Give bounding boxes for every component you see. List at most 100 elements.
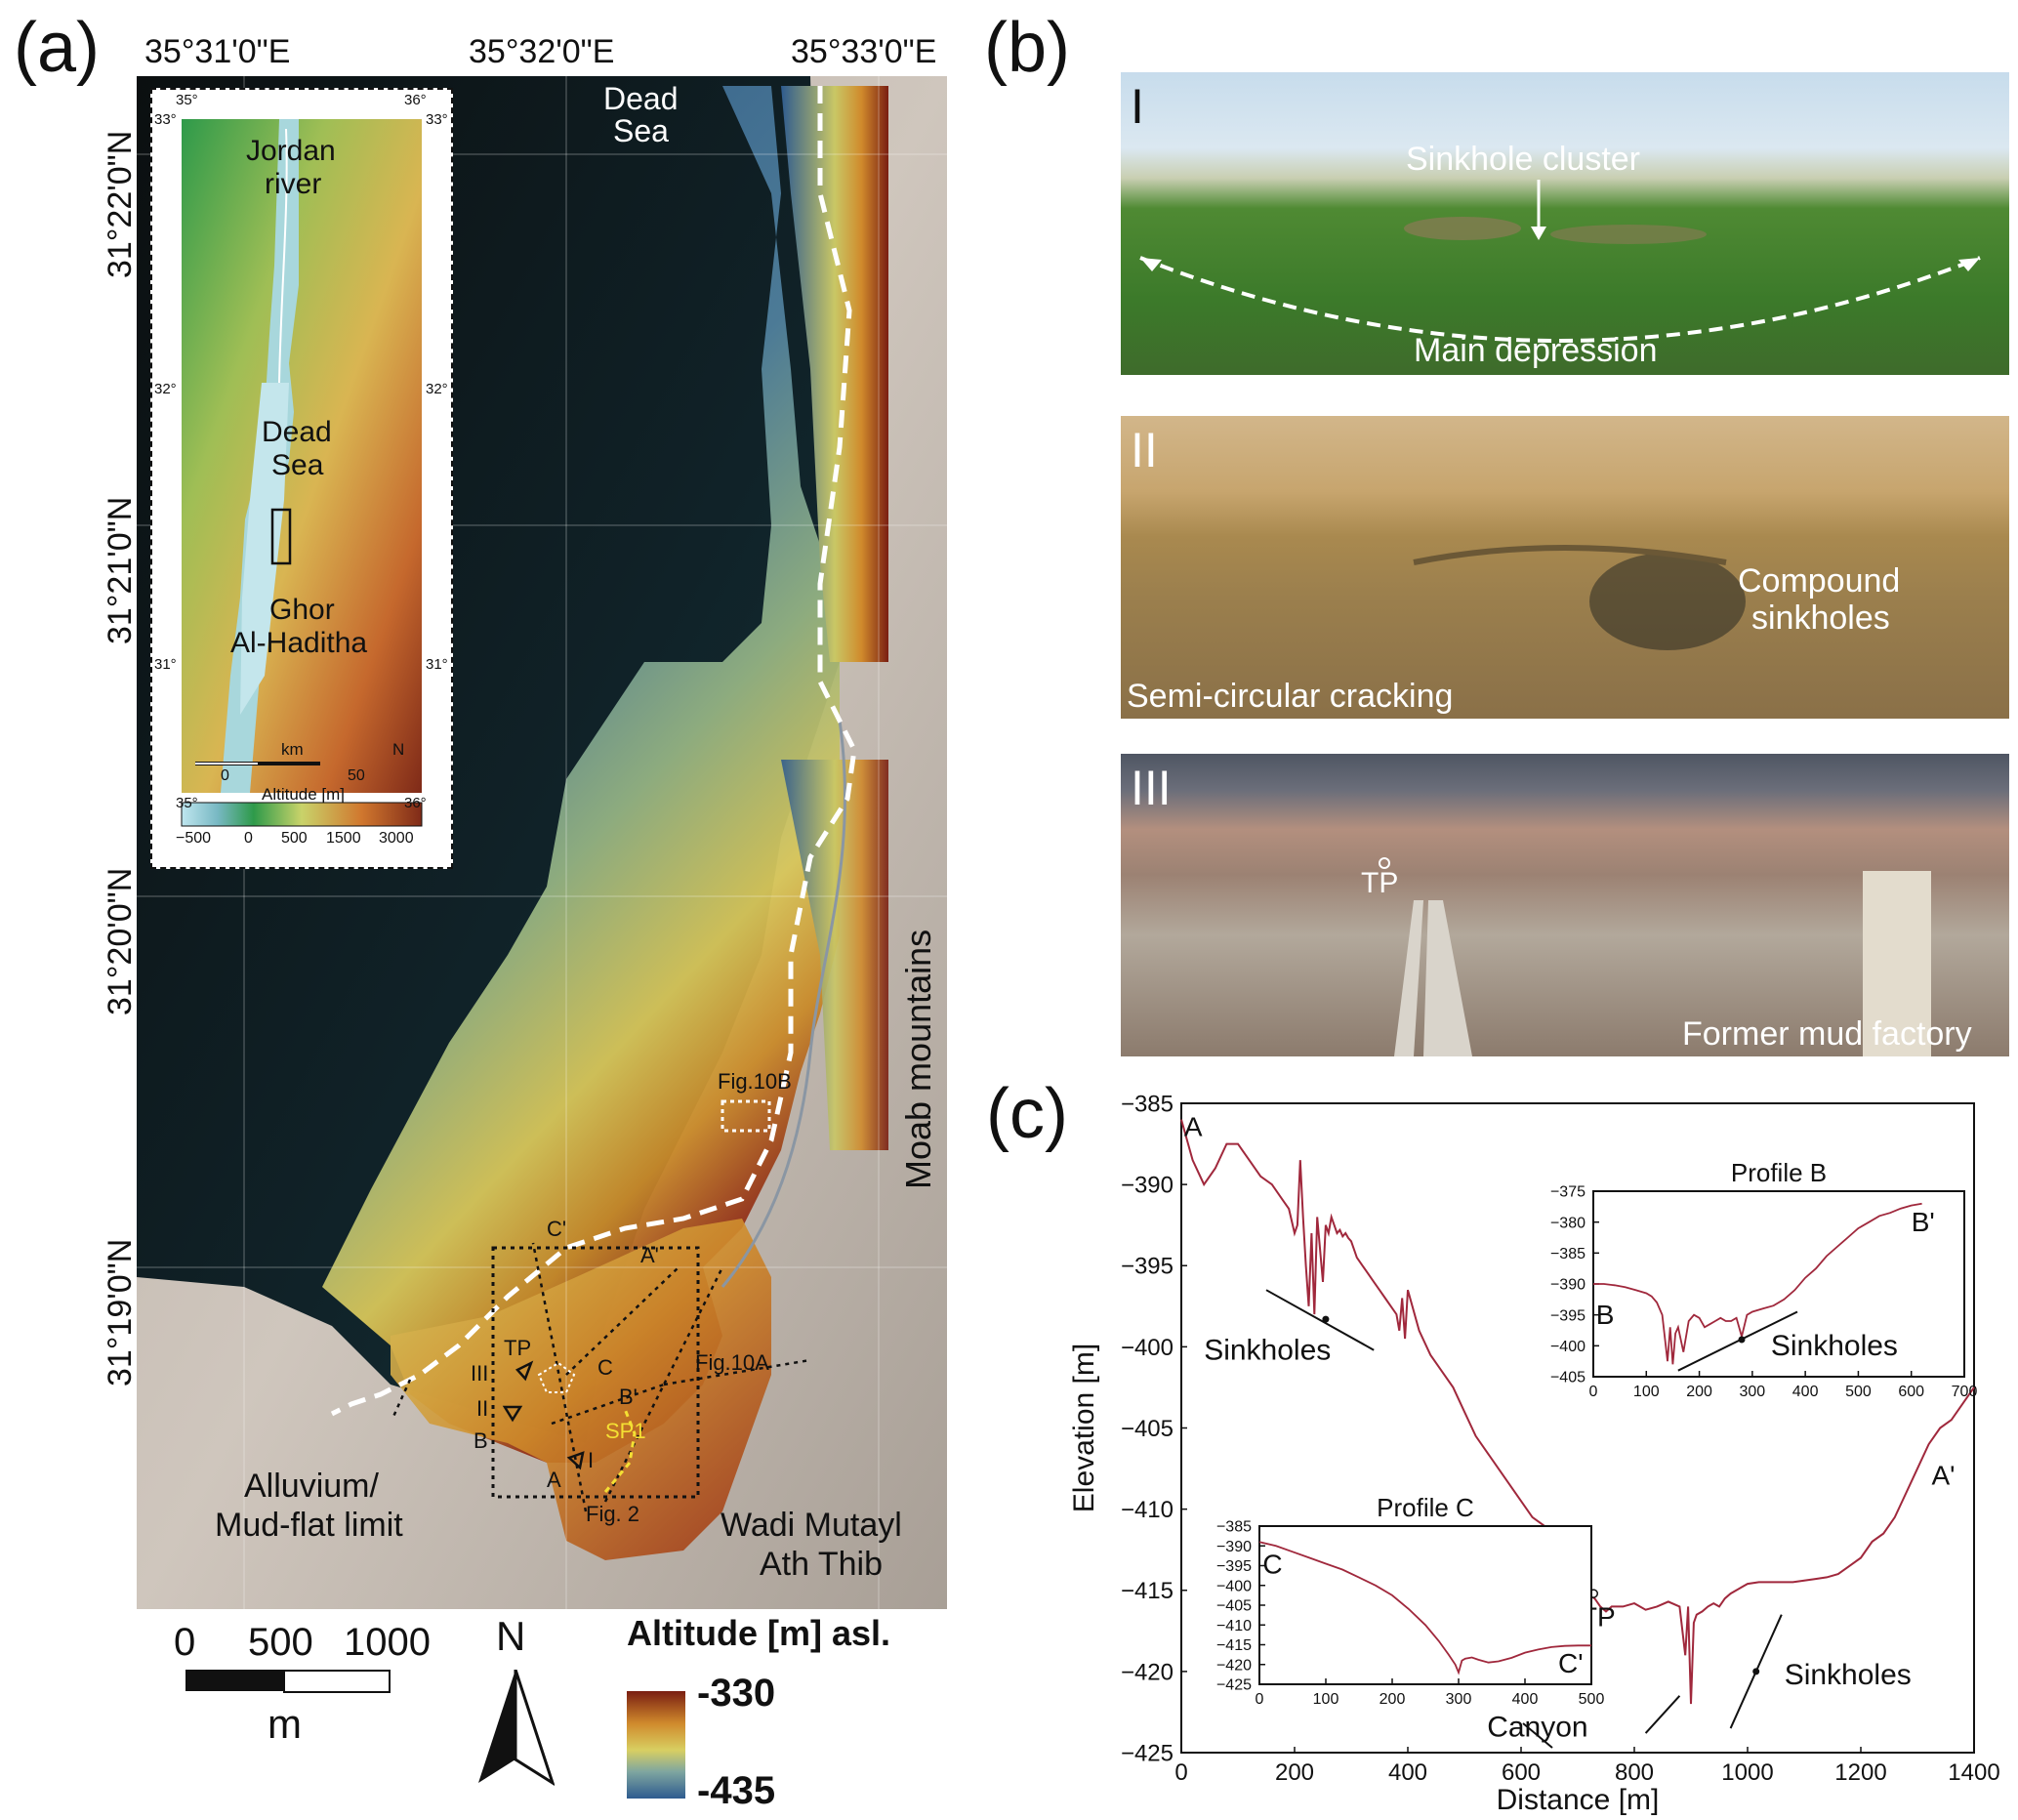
profile-line-c (531, 1242, 588, 1512)
fig10b-label: Fig.10B (718, 1069, 792, 1094)
inset-graphic (181, 119, 423, 827)
profile-b-y-tick-label: −390 (1550, 1277, 1586, 1294)
profile-c-x-tick-label: 200 (1380, 1691, 1406, 1708)
profile-c-y-tick-label: −420 (1216, 1657, 1252, 1674)
inset-scale-tick-0: 0 (221, 767, 229, 784)
sp1-label: SP1 (605, 1419, 646, 1443)
main-y-tick-label: −400 (1121, 1335, 1174, 1361)
profile-b-x-tick-label: 500 (1845, 1384, 1872, 1400)
photo-ii: II Compound sinkholes Semi-circular crac… (1121, 416, 2009, 719)
altitude-legend-max: -330 (697, 1672, 776, 1715)
profile-b-y-tick-label: −375 (1550, 1184, 1586, 1201)
photo-i-label-main-depression: Main depression (1414, 332, 1658, 369)
profile-b-sinkholes-bracket-center (1738, 1336, 1746, 1344)
main-point-a-label: A (1184, 1111, 1203, 1141)
inset-legend-tick: 0 (244, 830, 253, 847)
dead-sea-label-1: Dead (603, 81, 679, 116)
altitude-legend-title: Altitude [m] asl. (627, 1613, 891, 1653)
main-sinkholes-bracket-center (1322, 1315, 1330, 1323)
point-a-label: A (547, 1468, 561, 1492)
moab-mountains-label: Moab mountains (898, 929, 938, 1189)
latitude-label-2: 31°21'0"N (102, 496, 139, 644)
profile-c-y-tick-label: −385 (1216, 1519, 1252, 1536)
photo-iii-graphic (1379, 857, 1931, 1056)
main-x-axis-label: Distance [m] (1497, 1784, 1660, 1816)
inset-ghor-label-2: Al-Haditha (230, 627, 368, 659)
profile-c-y-tick-label: −415 (1216, 1637, 1252, 1654)
photo-iii-roman: III (1131, 761, 1172, 815)
north-arrow-label: N (496, 1613, 526, 1659)
main-y-axis-label: Elevation [m] (1068, 1344, 1100, 1512)
inset-dead-sea-label-1: Dead (262, 416, 332, 448)
inset-lon-bottom-2: 36° (404, 795, 427, 811)
longitude-label-2: 35°32'0"E (469, 33, 615, 70)
profile-c-title: Profile C (1377, 1493, 1474, 1522)
photo-ii-label-compound: Compound (1738, 562, 1901, 600)
main-y-tick-label: −390 (1121, 1173, 1174, 1199)
profile-b-y-tick-label: −395 (1550, 1307, 1586, 1324)
main-point-a-prime-label: A' (1932, 1461, 1956, 1491)
inset-lat-right-2: 32° (426, 381, 448, 397)
inset-legend-tick: 500 (281, 830, 308, 847)
photo-iii-label-tp: TP (1361, 867, 1399, 899)
profile-b-x-tick-label: 200 (1686, 1384, 1712, 1400)
main-x-tick-label: 800 (1615, 1759, 1654, 1786)
dem-coverage (322, 86, 840, 1463)
profile-c-plot-frame (1258, 1525, 1592, 1685)
scale-unit: m (268, 1701, 302, 1747)
inset-ghor-label-1: Ghor (269, 594, 335, 626)
main-x-tick-label: 1200 (1834, 1759, 1886, 1786)
photo-point-ii-label: II (476, 1396, 489, 1421)
inset-dead-sea (240, 383, 289, 715)
inset-km-label: km (281, 740, 304, 759)
main-y-tick-label: −420 (1121, 1659, 1174, 1685)
main-x-tick-label: 400 (1388, 1759, 1427, 1786)
profile-b-y-tick-label: −400 (1550, 1339, 1586, 1355)
main-y-tick-label: −425 (1121, 1740, 1174, 1766)
inset-legend-title: Altitude [m] (262, 785, 346, 804)
point-c-label: C (597, 1355, 613, 1380)
profile-line-b (551, 1383, 665, 1426)
profile-b-x-tick-label: 400 (1792, 1384, 1819, 1400)
fig10b-box (721, 1099, 771, 1133)
photo-point-iii-marker (515, 1360, 534, 1382)
inset-scale-tick-50: 50 (348, 767, 365, 784)
inset-lat-left-2: 32° (154, 381, 177, 397)
main-sinkholes-label-2: Sinkholes (1785, 1659, 1912, 1691)
photo-point-iii-label: III (471, 1361, 489, 1386)
altitude-legend-min: -435 (697, 1769, 776, 1812)
alluvium-label-2: Mud-flat limit (215, 1507, 403, 1544)
profile-c-end-label: C' (1558, 1648, 1584, 1678)
profile-b-start-label: B (1596, 1300, 1615, 1330)
latitude-label-1: 31°22'0"N (102, 130, 139, 278)
point-b-label: B (474, 1428, 488, 1453)
profile-c-y-tick-label: −395 (1216, 1558, 1252, 1575)
scale-tick-1000: 1000 (344, 1621, 431, 1664)
profile-b-y-tick-label: −405 (1550, 1370, 1586, 1386)
inset-dead-sea-label-2: Sea (271, 449, 324, 481)
profile-b-x-tick-label: 600 (1898, 1384, 1924, 1400)
profile-c-x-tick-label: 400 (1512, 1691, 1539, 1708)
wadi-label-1: Wadi Mutayl (721, 1507, 902, 1544)
dem-eastern-strip (781, 86, 888, 662)
main-map: Dead Sea Fig.10B Fig.10A Fig. 2 SP1 A A'… (137, 76, 947, 1609)
profile-c-x-tick-label: 500 (1579, 1691, 1605, 1708)
photo-i-roman: I (1131, 79, 1144, 134)
dead-sea-label-2: Sea (613, 113, 669, 148)
alluvium-pointer (391, 1379, 412, 1420)
main-y-tick-label: −405 (1121, 1416, 1174, 1442)
main-canyon-arrow (1644, 1695, 1681, 1734)
tp-label: TP (504, 1336, 532, 1360)
sinkhole-area-outline (537, 1361, 576, 1393)
profile-c-y-tick-label: −400 (1216, 1578, 1252, 1594)
profile-c-y-tick-label: −425 (1216, 1677, 1252, 1694)
profile-c-x-tick-label: 300 (1446, 1691, 1472, 1708)
main-y-tick-label: −395 (1121, 1254, 1174, 1280)
point-b-prime-label: B' (619, 1385, 638, 1409)
profile-b-series-line (1593, 1202, 1922, 1365)
longitude-label-3: 35°33'0"E (791, 33, 937, 70)
profile-c-x-tick-label: 0 (1256, 1691, 1264, 1708)
main-x-tick-label: 600 (1502, 1759, 1541, 1786)
inset-jordan-river-label-2: river (265, 168, 322, 200)
photo-i-label-sinkhole-cluster: Sinkhole cluster (1406, 141, 1641, 178)
